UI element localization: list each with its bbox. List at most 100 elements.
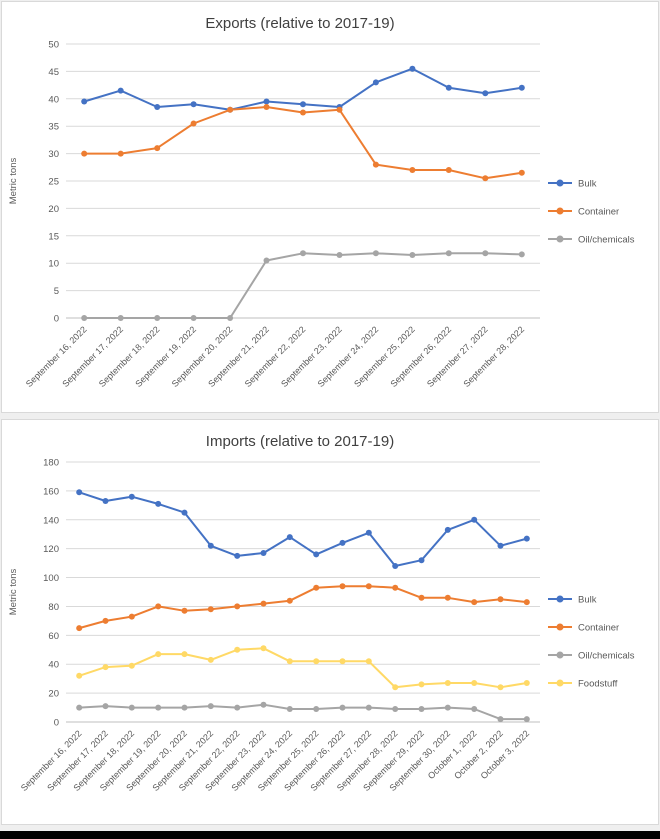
data-point-marker [418,706,425,712]
data-point-marker [392,563,399,569]
data-point-marker [260,600,267,607]
data-point-marker [444,594,451,601]
data-point-marker [76,672,83,679]
x-tick-label: September 28, 2022 [461,324,526,389]
bottom-bar [0,831,660,839]
data-point-marker [207,703,214,710]
y-tick-label: 15 [48,231,59,242]
data-point-marker [339,704,346,711]
data-point-marker [445,84,452,91]
data-point-marker [444,526,451,533]
x-tick-label: September 24, 2022 [316,324,381,389]
data-point-marker [234,603,241,610]
data-point-marker [128,613,135,620]
data-point-marker [313,551,320,558]
y-tick-label: 120 [43,544,59,555]
data-point-marker [523,716,530,723]
data-point-marker [181,704,188,711]
data-point-marker [418,681,425,688]
data-point-marker [102,498,109,504]
y-tick-label: 5 [54,286,59,297]
x-tick-label: September 19, 2022 [133,324,198,389]
data-point-marker [445,250,452,257]
data-point-marker [207,542,214,549]
legend-item-bulk: Bulk [548,179,597,190]
data-point-marker [260,701,267,708]
data-point-marker [117,150,124,157]
exports-chart-panel: 0 5 10 15 20 25 30 35 40 45 50 September 16, 2022 Se… [1,1,659,413]
data-point-marker [365,583,372,590]
data-point-marker [128,704,135,711]
x-tick-label: September 23, 2022 [279,324,344,389]
y-tick-label: 60 [48,631,59,642]
legend-marker [556,235,564,243]
data-point-marker [409,65,416,72]
data-point-marker [181,651,188,658]
data-point-marker [336,106,343,113]
data-point-marker [286,706,293,712]
data-point-marker [128,493,135,500]
data-point-marker [365,529,372,536]
x-tick-label: September 21, 2022 [206,324,271,389]
data-point-marker [190,315,197,321]
data-point-marker [286,534,293,541]
chart-title: Exports (relative to 2017-19) [205,15,394,32]
legend-item-oil-chemicals: Oil/chemicals [548,651,635,662]
data-point-marker [155,651,162,658]
data-point-marker [154,145,161,152]
data-point-marker [234,552,241,559]
data-point-marker [497,596,504,603]
legend-item-container: Container [548,207,619,218]
y-tick-label: 20 [48,689,59,700]
legend-label: Container [578,207,619,218]
data-point-marker [81,315,88,321]
data-point-marker [444,680,451,686]
y-axis-label: Metric tons [8,569,19,616]
data-point-marker [372,161,379,168]
y-tick-label: 0 [54,718,59,729]
data-point-marker [523,599,530,606]
data-point-marker [300,101,306,108]
data-point-marker [263,98,270,105]
data-point-marker [471,706,478,712]
legend-marker [556,651,564,659]
y-tick-label: 40 [48,660,59,671]
imports-chart-panel: 0 20 40 60 80 100 120 140 160 180 September 16, 20… [1,419,659,825]
data-point-marker [518,169,525,176]
legend-item-foodstuff: Foodstuff [548,679,618,690]
data-point-marker [313,706,320,712]
data-point-marker [263,104,270,110]
legend-item-oil-chemicals: Oil/chemicals [548,235,635,246]
data-point-marker [471,599,478,606]
data-point-marker [497,684,504,691]
data-point-marker [300,250,306,257]
data-point-marker [207,656,214,663]
data-point-marker [260,645,267,652]
legend-marker [556,207,564,215]
legend-label: Oil/chemicals [578,235,635,246]
data-point-marker [117,87,124,94]
x-tick-label: September 25, 2022 [352,324,417,389]
x-tick-label: September 17, 2022 [60,324,125,389]
legend-marker [556,595,564,603]
data-point-marker [392,706,399,712]
data-point-marker [313,658,320,665]
data-point-marker [518,84,525,91]
data-point-marker [155,603,162,610]
data-point-marker [207,606,214,613]
data-point-marker [128,662,135,669]
y-tick-label: 35 [48,122,59,133]
data-point-marker [372,79,379,86]
y-tick-label: 140 [43,515,59,526]
x-tick-label: October 3, 2022 [479,728,532,781]
y-tick-label: 40 [48,94,59,105]
series-line-oil-chemicals [78,703,528,721]
data-point-marker [155,704,162,711]
data-point-marker [102,617,109,624]
series-line-foodstuff [78,647,528,689]
series-line-container [78,585,528,630]
legend-marker [556,179,564,187]
legend-label: Bulk [578,179,597,190]
